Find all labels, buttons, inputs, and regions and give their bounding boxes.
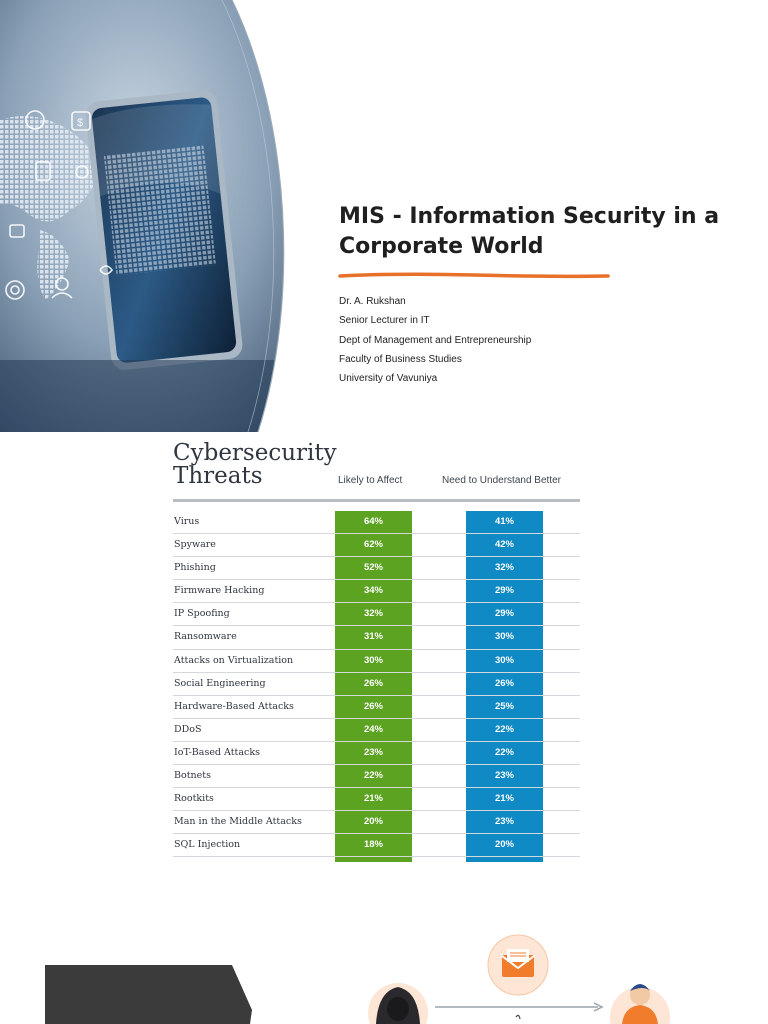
threat-label: Hardware-Based Attacks (174, 700, 294, 712)
table-row: Phishing 52% 32% (173, 557, 580, 581)
need-value: 21% (494, 793, 514, 805)
threat-label: DDoS (174, 723, 202, 735)
threat-label: Phishing (174, 562, 216, 574)
table-row: IP Spoofing 32% 29% (173, 603, 580, 627)
table-row: Social Engineering 26% 26% (173, 673, 580, 696)
threat-label: Rootkits (174, 793, 214, 805)
need-value: 23% (494, 816, 514, 828)
threats-title-line-1: Cybersecurity (173, 440, 337, 466)
table-row: SQL Injection 18% 20% (173, 834, 580, 858)
need-value: 29% (494, 608, 514, 620)
need-value: 25% (494, 700, 514, 712)
likely-value: 32% (363, 608, 383, 620)
cybersecurity-threats-slide: Cybersecurity Threats Likely to Affect N… (0, 432, 768, 905)
author-name: Dr. A. Rukshan (339, 296, 406, 307)
need-value: 42% (494, 539, 514, 551)
threat-label: Spyware (174, 539, 216, 551)
need-value: 29% (494, 585, 514, 597)
likely-value: 22% (363, 770, 383, 782)
need-value: 20% (494, 839, 514, 851)
threat-label: Botnets (174, 770, 211, 782)
need-value: 30% (494, 654, 514, 666)
threat-label: IP Spoofing (174, 608, 230, 620)
threat-label: SQL Injection (174, 839, 241, 851)
threats-title: Cybersecurity Threats (173, 442, 337, 488)
svg-text:$: $ (77, 117, 83, 129)
likely-value: 31% (363, 631, 383, 643)
threat-label: Virus (174, 516, 200, 527)
threat-label: Man in the Middle Attacks (174, 816, 302, 828)
table-row: Firmware Hacking 34% 29% (173, 580, 580, 604)
need-value: 22% (494, 746, 514, 758)
title-slide: $ MIS - Information Security in a Corpor… (0, 0, 768, 432)
likely-value: 24% (363, 723, 383, 735)
likely-value: 26% (363, 677, 383, 689)
title-line-2: Corporate World (339, 234, 544, 259)
author-university: University of Vavuniya (339, 373, 438, 385)
threat-label: Social Engineering (174, 677, 266, 689)
likely-value: 64% (363, 516, 383, 527)
need-value: 26% (494, 677, 514, 689)
table-row: Hardware-Based Attacks 26% 25% (173, 696, 580, 719)
likely-value: 52% (363, 562, 383, 574)
column-header-need: Need to Understand Better (442, 475, 561, 486)
table-row: Botnets 22% 23% (173, 765, 580, 789)
table-row: Rootkits 21% 21% (173, 788, 580, 812)
threat-label: Ransomware (174, 631, 237, 643)
author-faculty: Faculty of Business Studies (339, 353, 462, 365)
header-divider (173, 499, 580, 502)
table-row: Virus 64% 41% (173, 511, 580, 535)
table-row: IoT-Based Attacks 23% 22% (173, 742, 580, 766)
likely-value: 26% (363, 700, 383, 712)
threats-title-line-2: Threats (173, 463, 263, 489)
table-row: Ransomware 31% 30% (173, 626, 580, 650)
table-row: Spyware 62% 42% (173, 534, 580, 558)
likely-value: 18% (363, 839, 383, 851)
need-value: 41% (494, 516, 514, 527)
likely-value: 20% (363, 816, 383, 828)
author-info: Dr. A. Rukshan Senior Lecturer in IT Dep… (339, 292, 739, 388)
phishing-illustration (368, 934, 670, 1024)
dark-banner-shape (45, 965, 252, 1024)
likely-value: 23% (363, 746, 383, 758)
phishing-illustration-slide (0, 905, 768, 1024)
need-value: 23% (494, 770, 514, 782)
threat-label: Firmware Hacking (174, 585, 265, 597)
presentation-title: MIS - Information Security in a Corporat… (339, 202, 739, 262)
smartphone-world-map-image: $ (0, 0, 285, 432)
accent-underline (338, 272, 610, 279)
likely-column-band (335, 511, 412, 862)
hacker-icon (368, 983, 428, 1024)
envelope-icon (487, 934, 549, 996)
threats-table: Virus 64% 41% Spyware 62% 42% Phishing 5… (173, 511, 580, 858)
column-header-likely: Likely to Affect (338, 475, 403, 486)
table-row: Attacks on Virtualization 30% 30% (173, 650, 580, 673)
likely-value: 34% (363, 585, 383, 597)
likely-value: 62% (363, 539, 383, 551)
need-value: 32% (494, 562, 514, 574)
arrow-icon (435, 1002, 604, 1020)
need-value: 30% (494, 631, 514, 643)
table-row: DDoS 24% 22% (173, 719, 580, 742)
author-department: Dept of Management and Entrepreneurship (339, 334, 532, 346)
threat-label: IoT-Based Attacks (174, 746, 260, 758)
likely-value: 30% (363, 654, 383, 666)
table-row: Man in the Middle Attacks 20% 23% (173, 811, 580, 835)
title-line-1: MIS - Information Security in a (339, 204, 720, 229)
author-position: Senior Lecturer in IT (339, 315, 430, 327)
threat-label: Attacks on Virtualization (174, 654, 294, 666)
likely-value: 21% (363, 793, 383, 805)
need-column-band (466, 511, 543, 862)
need-value: 22% (494, 723, 514, 735)
user-icon (610, 984, 670, 1024)
